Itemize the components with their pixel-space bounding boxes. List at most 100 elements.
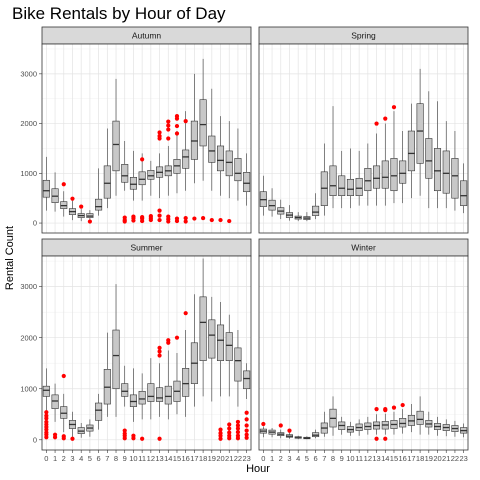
outlier-point (157, 208, 162, 213)
x-tick-label: 21 (442, 454, 450, 463)
box-iqr (346, 178, 354, 196)
box-hour-23 (243, 363, 251, 399)
box-iqr (216, 324, 225, 361)
box-iqr (147, 170, 155, 180)
outlier-point (374, 436, 379, 441)
outlier-point (244, 428, 249, 433)
box-iqr (121, 383, 129, 397)
box-hour-20 (216, 301, 225, 397)
outlier-point (227, 422, 232, 427)
x-tick-label: 1 (53, 454, 57, 463)
box-hour-10 (346, 148, 354, 209)
outlier-point (122, 215, 127, 220)
box-hour-6 (312, 193, 320, 220)
box-hour-1 (51, 383, 59, 422)
outlier-point (157, 217, 162, 223)
box-iqr (355, 177, 363, 196)
box-iqr (42, 385, 50, 397)
box-iqr (225, 332, 233, 361)
box-hour-10 (129, 150, 137, 201)
outlier-point (218, 436, 223, 441)
box-iqr (243, 370, 251, 390)
x-tick-label: 13 (155, 454, 163, 463)
x-tick-label: 0 (261, 454, 265, 463)
outlier-point (157, 353, 162, 358)
outlier-point (218, 431, 223, 436)
outlier-point (166, 214, 171, 219)
box-hour-13 (156, 363, 164, 417)
box-hour-12 (147, 358, 155, 420)
y-tick-label: 0 (33, 435, 37, 444)
outlier-point (227, 218, 232, 224)
x-tick-label: 0 (44, 454, 48, 463)
outlier-point (201, 215, 206, 221)
outlier-point (391, 105, 397, 110)
x-tick-label: 15 (390, 454, 398, 463)
outlier-point (218, 217, 223, 223)
box-iqr (329, 165, 337, 196)
y-tick-label: 0 (33, 219, 37, 228)
panel-background (259, 44, 468, 233)
panel-background (42, 256, 251, 450)
box-hour-13 (373, 414, 381, 435)
x-tick-label: 14 (381, 454, 389, 463)
x-axis-title: Hour (246, 463, 270, 475)
box-hour-4 (77, 422, 85, 438)
box-hour-17 (190, 73, 198, 184)
box-iqr (199, 296, 207, 361)
outlier-point (235, 419, 241, 425)
box-hour-20 (433, 416, 442, 436)
box-iqr (208, 135, 216, 163)
box-hour-21 (225, 314, 233, 397)
box-iqr (164, 385, 172, 405)
box-iqr (182, 149, 190, 169)
outlier-point (140, 214, 145, 220)
box-hour-22 (451, 131, 459, 211)
box-iqr (208, 319, 216, 359)
x-tick-label: 2 (62, 454, 66, 463)
box-iqr (182, 368, 190, 397)
y-tick-label: 3000 (20, 282, 37, 291)
outlier-point (148, 213, 153, 219)
x-tick-label: 8 (114, 454, 118, 463)
outlier-point (44, 410, 49, 415)
x-tick-label: 16 (399, 454, 407, 463)
outlier-point (278, 423, 283, 428)
x-tick-label: 7 (105, 454, 109, 463)
box-iqr (60, 406, 68, 419)
x-tick-label: 12 (147, 454, 155, 463)
outlier-point (261, 421, 266, 427)
box-hour-23 (243, 153, 251, 206)
x-tick-label: 12 (364, 454, 372, 463)
box-hour-9 (338, 150, 346, 209)
facet-panels: Autumn0100020003000SpringSummer010002000… (20, 26, 469, 463)
outlier-point (244, 410, 249, 415)
outlier-point (61, 434, 66, 439)
box-hour-3 (68, 411, 77, 438)
outlier-point (140, 436, 145, 441)
box-hour-5 (303, 212, 311, 222)
y-axis-title: Rental Count (4, 226, 16, 290)
box-iqr (234, 347, 242, 382)
box-hour-4 (294, 435, 302, 440)
box-hour-2 (60, 393, 68, 433)
x-tick-label: 22 (451, 454, 459, 463)
box-hour-14 (381, 413, 389, 435)
x-tick-label: 10 (346, 454, 354, 463)
box-iqr (51, 394, 59, 409)
outlier-point (183, 311, 188, 316)
box-hour-21 (225, 121, 233, 199)
x-tick-label: 4 (79, 454, 83, 463)
box-hour-18 (199, 58, 207, 181)
outlier-point (166, 119, 171, 124)
box-iqr (312, 205, 320, 216)
outlier-point (79, 204, 84, 209)
outlier-point (122, 431, 127, 436)
box-iqr (234, 158, 242, 182)
outlier-point (183, 215, 188, 221)
outlier-point (235, 433, 241, 438)
outlier-point (157, 213, 162, 218)
box-hour-15 (390, 111, 398, 204)
